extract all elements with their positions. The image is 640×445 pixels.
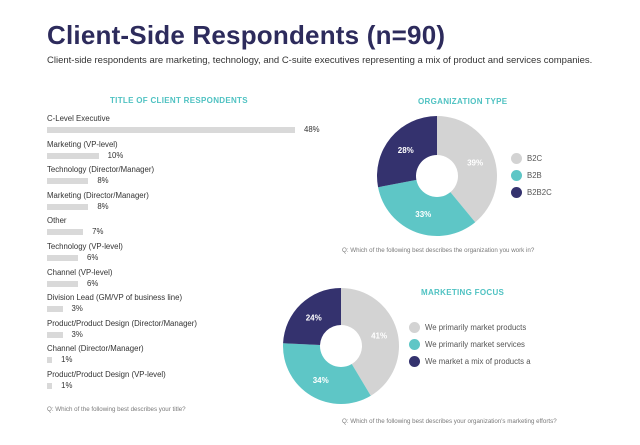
bar-category-label: Product/Product Design (Director/Manager…	[47, 318, 197, 328]
page-title: Client-Side Respondents (n=90)	[47, 20, 446, 50]
bar-value-label: 48%	[304, 125, 320, 134]
donut-1: 39% 33% 28%	[377, 116, 498, 236]
bar	[47, 254, 78, 261]
bar-row: Marketing (Director/Manager) 8%	[47, 191, 347, 217]
bar-category-label: Marketing (VP-level)	[47, 139, 118, 149]
legend-label: B2B2C	[527, 188, 552, 197]
bar-row: Other 7%	[47, 216, 347, 242]
marketing-focus-title: MARKETING FOCUS	[421, 288, 505, 297]
legend-swatch	[511, 170, 522, 181]
org-type-title: ORGANIZATION TYPE	[418, 97, 508, 106]
bar-value-label: 6%	[87, 252, 99, 262]
donut-value-label: 39%	[467, 158, 483, 167]
bar-category-label: Marketing (Director/Manager)	[47, 190, 149, 200]
donut-value-label: 33%	[415, 210, 431, 219]
bar	[47, 382, 53, 389]
donut-slice	[377, 116, 437, 188]
bar	[47, 178, 89, 185]
bar-row: Technology (VP-level) 6%	[47, 242, 347, 268]
page-subtitle: Client-side respondents are marketing, t…	[47, 55, 593, 66]
bar-value-label: 6%	[87, 278, 99, 288]
bar-category-label: Product/Product Design (VP-level)	[47, 369, 166, 379]
bar	[47, 229, 84, 236]
bar-category-label: Channel (VP-level)	[47, 267, 113, 277]
legend-label: We primarily market products	[425, 323, 527, 332]
org-type-question: Q: Which of the following best describes…	[342, 247, 535, 254]
donut-slice	[341, 288, 399, 396]
bar-row: Marketing (VP-level) 10%	[47, 140, 347, 166]
legend-swatch	[409, 356, 420, 367]
bar	[47, 203, 89, 210]
bar-category-label: Channel (Director/Manager)	[47, 344, 144, 354]
legend-label: We primarily market services	[425, 340, 525, 349]
legend-swatch	[511, 153, 522, 164]
bar	[47, 306, 63, 313]
bar-category-label: Other	[47, 216, 67, 226]
legend-swatch	[511, 187, 522, 198]
bar-category-label: C-Level Executive	[47, 114, 110, 123]
bar-category-label: Technology (VP-level)	[47, 241, 123, 251]
bar-value-label: 8%	[97, 201, 109, 211]
bar-value-label: 3%	[71, 304, 83, 314]
bar-row: C-Level Executive 48%	[47, 114, 347, 140]
legend-swatch	[409, 322, 420, 333]
bar-row: Division Lead (GM/VP of business line) 3%	[47, 293, 347, 319]
bar-row: Product/Product Design (Director/Manager…	[47, 319, 347, 345]
bar	[47, 357, 53, 364]
bar-value-label: 10%	[107, 150, 124, 160]
bar-row: Channel (VP-level) 6%	[47, 268, 347, 294]
bar	[47, 152, 99, 159]
bar-category-label: Division Lead (GM/VP of business line)	[47, 293, 183, 303]
bar	[47, 280, 78, 287]
bar-value-label: 1%	[61, 355, 73, 365]
marketing-focus-question: Q: Which of the following best describes…	[342, 418, 557, 425]
bar-value-label: 7%	[92, 227, 104, 237]
donut-value-label: 28%	[398, 146, 414, 155]
bar-chart-question: Q: Which of the following best describes…	[47, 406, 186, 413]
bar-value-label: 8%	[97, 176, 109, 186]
bar-row: Channel (Director/Manager) 1%	[47, 344, 347, 370]
legend-label: We market a mix of products a	[425, 357, 531, 366]
donut-slice	[378, 179, 476, 236]
bar-chart-title: TITLE OF CLIENT RESPONDENTS	[110, 96, 248, 105]
bar-value-label: 1%	[61, 380, 73, 390]
bar	[47, 331, 63, 338]
bar-row: Product/Product Design (VP-level) 1%	[47, 370, 347, 396]
bar-row: Technology (Director/Manager) 8%	[47, 165, 347, 191]
legend-label: B2C	[527, 154, 543, 163]
donut-slice	[437, 116, 498, 223]
bar-chart: C-Level Executive 48% Marketing (VP-level)…	[47, 114, 347, 396]
donut-value-label: 41%	[371, 331, 387, 340]
legend-label: B2B	[527, 171, 542, 180]
bar	[47, 127, 295, 133]
bar-value-label: 3%	[71, 329, 83, 339]
bar-category-label: Technology (Director/Manager)	[47, 165, 155, 175]
legend-swatch	[409, 339, 420, 350]
